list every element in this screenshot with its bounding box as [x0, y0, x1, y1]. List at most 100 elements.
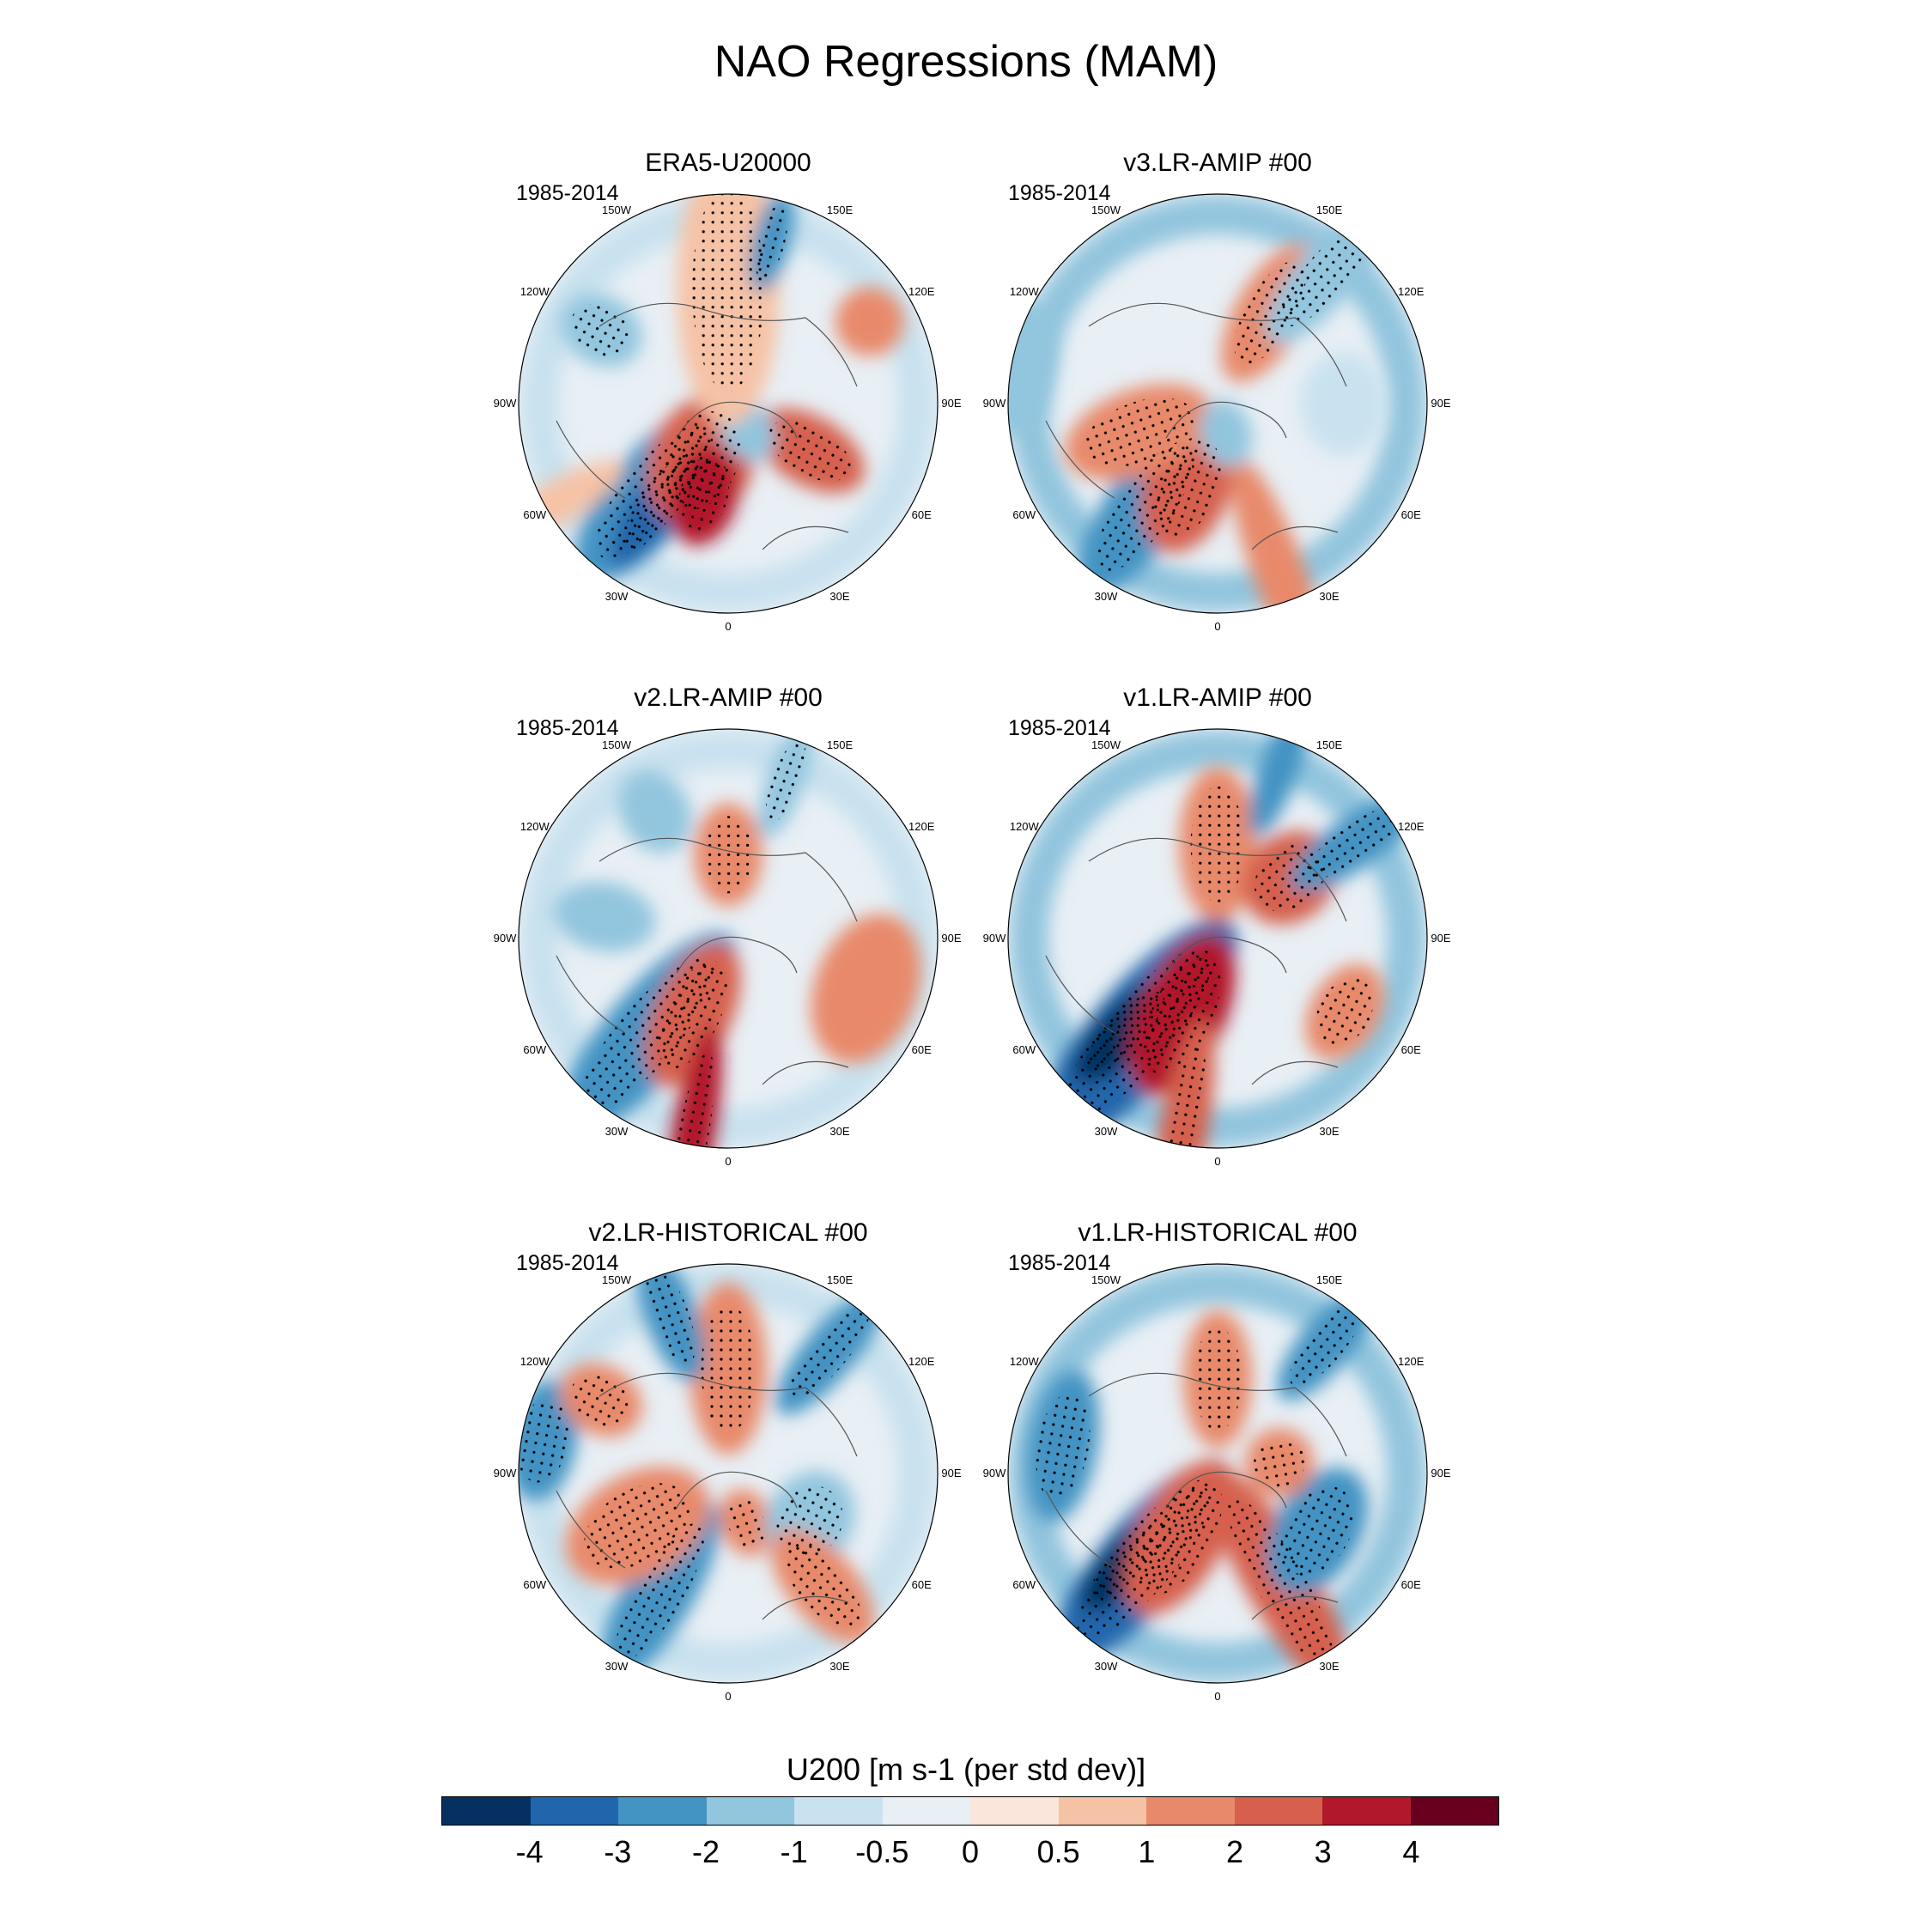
longitude-label: 30W	[605, 1660, 629, 1673]
coastline	[1045, 1372, 1347, 1620]
longitude-label: 60E	[1401, 1043, 1421, 1056]
panel-v3-amip: 180150E120E90E60E30E030W60W90W120W150W v…	[977, 149, 1458, 674]
longitude-label: 120W	[1010, 1355, 1040, 1368]
longitude-label: 30W	[1095, 1125, 1118, 1138]
map-border	[518, 1263, 939, 1684]
coastline	[556, 837, 858, 1085]
significance-stipple	[701, 1304, 756, 1433]
longitude-label: 60W	[1012, 1578, 1036, 1591]
longitude-label: 150E	[1316, 1273, 1343, 1286]
anomaly-region	[835, 287, 904, 356]
longitude-label: 120W	[1010, 285, 1040, 298]
coastline	[556, 1372, 858, 1620]
longitude-label: 120E	[908, 1355, 935, 1368]
significance-stipple	[784, 1543, 860, 1629]
longitude-label: 90E	[941, 397, 961, 410]
significance-stipple	[1139, 1479, 1223, 1595]
colorbar-tick-label: 1	[1138, 1834, 1156, 1869]
longitude-label: 60W	[523, 1578, 546, 1591]
longitude-label: 150W	[1091, 1273, 1121, 1286]
longitude-label: 90W	[494, 1467, 517, 1479]
map-border	[518, 728, 939, 1149]
significance-stipple	[769, 420, 851, 482]
colorbar-title: U200 [m s-1 (per std dev)]	[786, 1752, 1146, 1787]
longitude-label: 60E	[1401, 508, 1421, 521]
panel-title: v2.LR-HISTORICAL #00	[588, 1218, 868, 1247]
longitude-label: 150E	[827, 204, 854, 216]
longitude-label: 90W	[983, 397, 1006, 410]
longitude-label: 30W	[605, 1125, 629, 1138]
longitude-label: 150W	[602, 1273, 632, 1286]
significance-stipple	[1190, 786, 1245, 902]
colorbar-swatch	[882, 1797, 970, 1825]
longitude-label: 0	[725, 1690, 731, 1703]
longitude-label: 150E	[827, 1273, 854, 1286]
longitude-label: 150W	[1091, 738, 1121, 751]
anomaly-region	[617, 770, 692, 853]
longitude-label: 60E	[912, 1043, 932, 1056]
longitude-label: 60W	[523, 1043, 546, 1056]
anomaly-region	[1300, 352, 1387, 455]
longitude-label: 30W	[1095, 590, 1118, 603]
longitude-label: 60W	[1012, 1043, 1036, 1056]
longitude-label: 60W	[1012, 508, 1036, 521]
colorbar-tick-label: 3	[1314, 1834, 1332, 1869]
polar-map: 180150E120E90E60E30E030W60W90W120W150W	[983, 728, 1451, 1168]
significance-stipple	[1194, 1327, 1242, 1431]
longitude-label: 30E	[1319, 590, 1339, 603]
colorbar-swatch	[1234, 1797, 1322, 1825]
colorbar	[441, 1796, 1499, 1826]
longitude-label: 30E	[829, 1125, 849, 1138]
panel-v1-historical: 180150E120E90E60E30E030W60W90W120W150W v…	[977, 1218, 1458, 1744]
significance-stipple	[672, 1052, 714, 1148]
map-border	[1007, 193, 1428, 614]
longitude-label: 90W	[983, 932, 1006, 945]
polar-map: 180150E120E90E60E30E030W60W90W120W150W	[494, 728, 962, 1168]
longitude-label: 0	[725, 620, 731, 633]
significance-stipple	[1234, 261, 1306, 365]
longitude-label: 120W	[520, 820, 550, 833]
colorbar-swatch	[1146, 1797, 1235, 1825]
longitude-label: 90W	[494, 397, 517, 410]
longitude-label: 60E	[912, 508, 932, 521]
panel-period: 1985-2014	[516, 181, 619, 205]
panel-period: 1985-2014	[1008, 181, 1111, 205]
colorbar-swatch	[618, 1797, 707, 1825]
polar-map: 180150E120E90E60E30E030W60W90W120W150W	[494, 1263, 962, 1703]
colorbar-swatch	[1410, 1797, 1498, 1825]
panel-title: v1.LR-AMIP #00	[1123, 683, 1312, 712]
longitude-label: 150E	[827, 738, 854, 751]
anomaly-region	[1008, 301, 1058, 437]
panel-period: 1985-2014	[516, 716, 619, 740]
coastline	[1045, 837, 1347, 1085]
longitude-label: 0	[725, 1155, 731, 1168]
colorbar-tick-label: 2	[1225, 1834, 1244, 1869]
longitude-label: 120W	[520, 1355, 550, 1368]
significance-stipple	[776, 1485, 843, 1556]
colorbar-tick-label: -0.5	[855, 1834, 909, 1869]
colorbar-swatch	[1322, 1797, 1411, 1825]
significance-stipple	[726, 1498, 766, 1548]
colorbar-swatch	[1058, 1797, 1146, 1825]
longitude-label: 90E	[1431, 397, 1450, 410]
anomaly-region	[1230, 457, 1327, 613]
polar-map: 180150E120E90E60E30E030W60W90W120W150W	[983, 1263, 1451, 1703]
colorbar-swatch	[794, 1797, 883, 1825]
significance-stipple	[692, 194, 764, 392]
map-border	[1007, 728, 1428, 1149]
colorbar-tick-label: 0.5	[1036, 1834, 1080, 1869]
longitude-label: 90E	[1431, 1467, 1450, 1479]
colorbar-swatch	[970, 1797, 1059, 1825]
colorbar-tick-label: 0	[961, 1834, 980, 1869]
panel-title: v2.LR-AMIP #00	[634, 683, 823, 712]
significance-stipple	[1254, 1438, 1306, 1487]
longitude-label: 30E	[829, 590, 849, 603]
panel-title: v3.LR-AMIP #00	[1123, 149, 1312, 177]
panel-v1-amip: 180150E120E90E60E30E030W60W90W120W150W v…	[977, 683, 1458, 1209]
polar-map: 180150E120E90E60E30E030W60W90W120W150W	[983, 193, 1451, 633]
coastline	[556, 302, 858, 550]
significance-stipple	[616, 1523, 704, 1660]
panel-v2-historical: 180150E120E90E60E30E030W60W90W120W150W v…	[488, 1218, 969, 1744]
longitude-label: 60E	[1401, 1578, 1421, 1591]
significance-stipple	[570, 1373, 632, 1427]
